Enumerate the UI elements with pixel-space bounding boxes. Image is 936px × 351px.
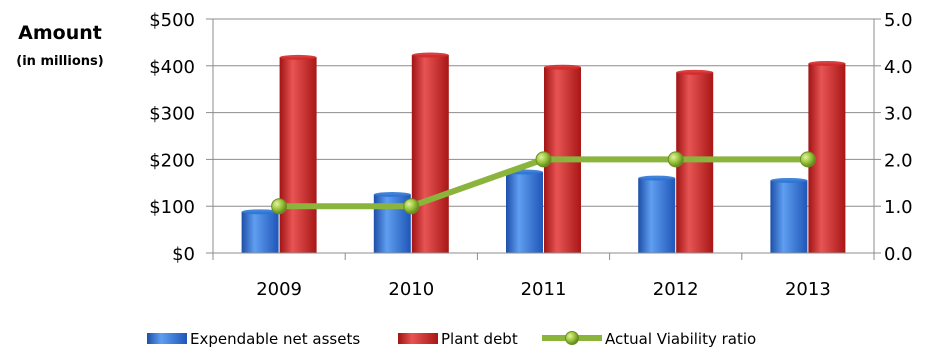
y2-tick-label: 3.0 (884, 104, 913, 125)
line-series (271, 151, 816, 215)
x-tick-label: 2013 (785, 279, 831, 300)
y-tick-label: $500 (149, 10, 195, 31)
bar-cap (808, 60, 846, 66)
legend-label: Actual Viability ratio (605, 330, 756, 348)
y-tick-label: $100 (149, 197, 195, 218)
y-tick-label: $400 (149, 57, 195, 78)
legend-swatch (147, 333, 187, 344)
y2-tick-label: 0.0 (884, 244, 913, 265)
bar (506, 172, 543, 253)
point (799, 151, 816, 168)
y2-tick-label: 4.0 (884, 57, 913, 78)
bar-cap (544, 64, 581, 70)
point (667, 151, 684, 168)
legend: Expendable net assets Plant debt Actual Vi… (147, 330, 756, 348)
y-tick-label: $200 (149, 150, 195, 171)
y-axis-title: Amount (18, 22, 102, 44)
y2-tick-label: 5.0 (884, 10, 913, 31)
legend-swatch (398, 333, 438, 344)
bar (638, 178, 676, 253)
point (403, 198, 420, 215)
bar-cap (373, 192, 411, 197)
legend-marker (565, 331, 579, 345)
legend-label: Expendable net assets (190, 330, 360, 348)
bar (241, 211, 279, 253)
x-tick-label: 2010 (388, 279, 434, 300)
y2-tick-label: 1.0 (884, 197, 913, 218)
bar-cap (411, 52, 449, 58)
y-tick-label: $0 (172, 244, 195, 265)
y-tick-label: $300 (149, 104, 195, 125)
point (535, 151, 552, 168)
y-axis-subtitle: (in millions) (16, 54, 104, 69)
bar-cap (770, 177, 808, 183)
bar-series (241, 52, 846, 254)
bar (411, 55, 449, 254)
x-tick-label: 2012 (653, 279, 699, 300)
x-tick-label: 2009 (256, 279, 302, 300)
y2-tick-label: 2.0 (884, 150, 913, 171)
point (271, 198, 288, 215)
bar-cap (241, 209, 279, 215)
legend-label: Plant debt (441, 330, 518, 348)
bar-cap (638, 175, 676, 181)
x-tick-label: 2011 (521, 279, 567, 300)
bar-cap (676, 69, 714, 75)
axes: $0 0.0 $100 1.0 $200 2.0 $300 3.0 $400 4.0 $500 5.0… (149, 10, 912, 300)
bar (770, 180, 808, 253)
bar (279, 57, 317, 253)
bar-cap (279, 54, 317, 60)
